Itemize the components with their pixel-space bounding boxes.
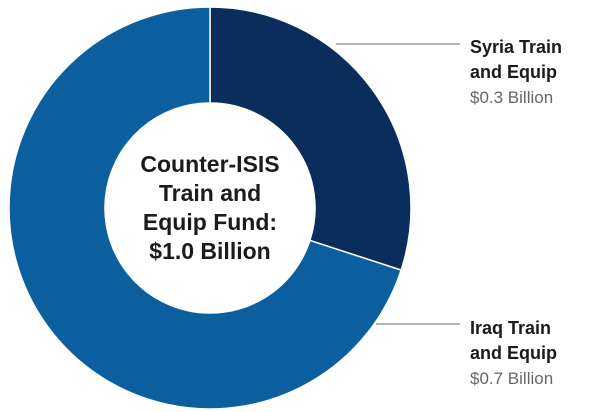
- syria-label-line-2: and Equip: [470, 62, 557, 82]
- iraq-value-label: $0.7 Billion: [470, 369, 554, 388]
- iraq-slice: [8, 6, 403, 410]
- center-label-line-4: $1.0 Billion: [149, 238, 271, 264]
- center-label: Counter-ISIS Train and Equip Fund: $1.0 …: [100, 150, 320, 266]
- center-label-line-2: Train and: [158, 180, 262, 206]
- iraq-label-line-2: and Equip: [470, 343, 557, 363]
- syria-slice: [209, 6, 412, 272]
- center-label-line-3: Equip Fund:: [142, 209, 278, 235]
- center-label-line-1: Counter-ISIS: [140, 151, 280, 177]
- syria-value-label: $0.3 Billion: [470, 88, 554, 107]
- syria-slice-label: Syria Train and Equip $0.3 Billion: [470, 35, 593, 110]
- iraq-slice-label: Iraq Train and Equip $0.7 Billion: [470, 316, 593, 391]
- iraq-label-line-1: Iraq Train: [470, 318, 552, 338]
- syria-label-line-1: Syria Train: [470, 37, 563, 57]
